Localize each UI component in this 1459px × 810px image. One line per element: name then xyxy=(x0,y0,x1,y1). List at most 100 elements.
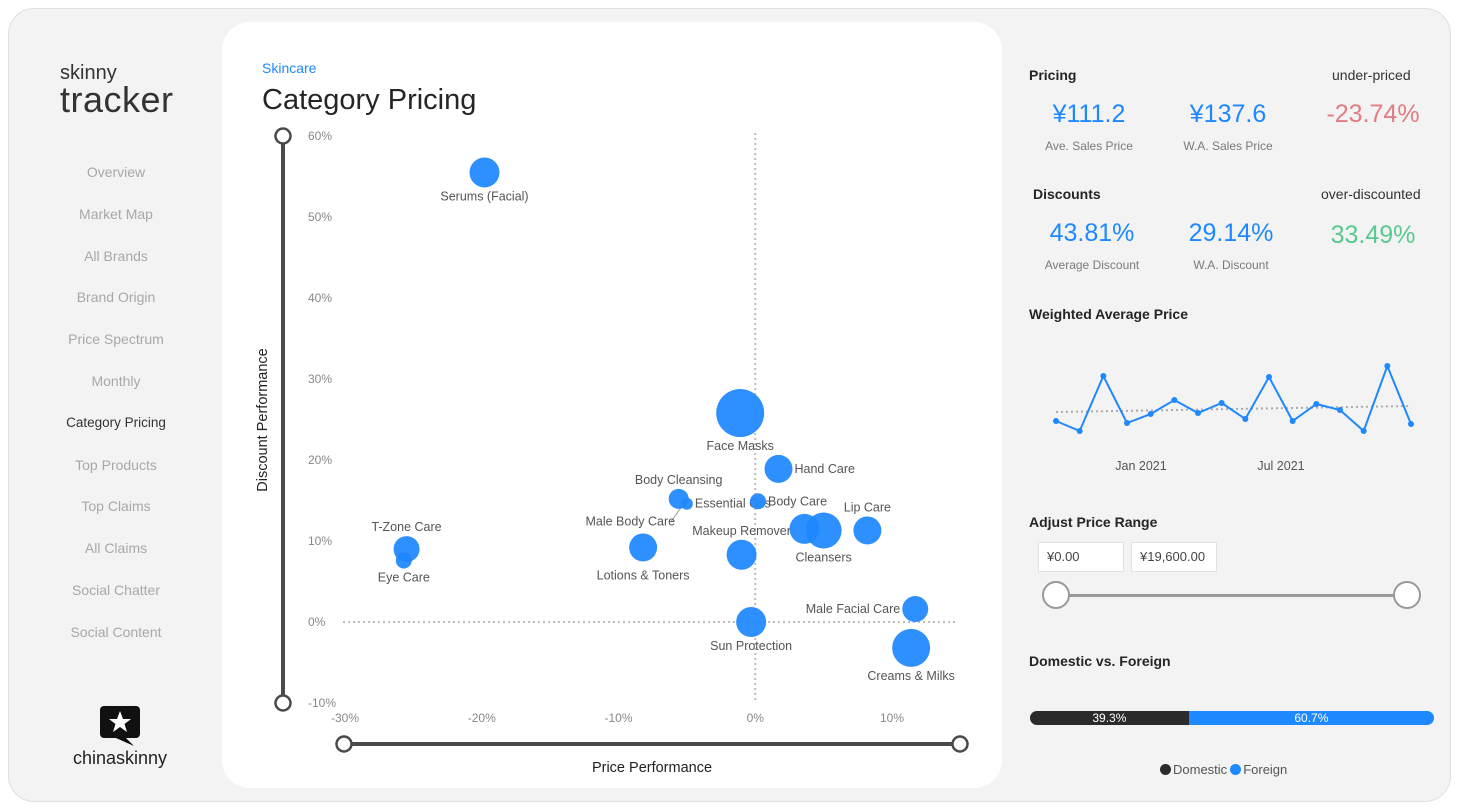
wa-sales-price-value: ¥137.6 xyxy=(1189,100,1267,128)
x-tick-label: -10% xyxy=(604,711,632,725)
bubble-point[interactable] xyxy=(736,607,767,637)
discount-performance-value: 33.49% xyxy=(1330,221,1416,249)
app-logo[interactable]: skinny tracker xyxy=(60,62,174,120)
bubble-label: Creams & Milks xyxy=(867,669,955,683)
wap-point[interactable] xyxy=(1171,397,1178,403)
bubble-point[interactable] xyxy=(629,533,658,562)
nav-item-brand-origin[interactable]: Brand Origin xyxy=(76,289,156,306)
wap-point[interactable] xyxy=(1337,407,1343,413)
bubble-point[interactable] xyxy=(680,497,693,510)
bubble-point[interactable] xyxy=(469,157,500,188)
breadcrumb[interactable]: Skincare xyxy=(262,60,317,76)
price-max-input[interactable]: ¥19,600.00 xyxy=(1131,542,1217,572)
wap-point[interactable] xyxy=(1266,374,1272,380)
bubble-point[interactable] xyxy=(902,596,929,623)
logo-line1: skinny xyxy=(60,62,117,84)
y-range-bottom-handle[interactable] xyxy=(274,694,292,712)
wap-point[interactable] xyxy=(1195,410,1201,416)
brand-logo[interactable]: chinaskinny xyxy=(60,702,180,769)
wa-discount-value: 29.14% xyxy=(1188,219,1274,247)
bubble-point[interactable] xyxy=(789,513,820,544)
wap-point[interactable] xyxy=(1242,416,1249,422)
wa-discount-label: W.A. Discount xyxy=(1193,258,1269,272)
wap-point[interactable] xyxy=(1124,420,1130,426)
legend-item-foreign[interactable]: Foreign xyxy=(1230,762,1287,777)
avg-sales-price-label: Ave. Sales Price xyxy=(1045,139,1133,153)
price-performance-value: -23.74% xyxy=(1326,100,1420,128)
y-axis-title: Discount Performance xyxy=(255,348,271,491)
nav-item-market-map[interactable]: Market Map xyxy=(79,205,153,222)
y-tick-label: 40% xyxy=(308,291,332,305)
pricing-header: Pricing xyxy=(1029,67,1077,83)
price-min-input[interactable]: ¥0.00 xyxy=(1038,542,1124,572)
scatter-chart: 60%50%40%30%20%10%0%-10%-30% -20% -10% 0% 10… xyxy=(255,127,969,776)
wap-header: Weighted Average Price xyxy=(1029,306,1188,322)
nav-item-social-content[interactable]: Social Content xyxy=(70,623,162,640)
bubble-label: Eye Care xyxy=(378,570,430,584)
wap-point[interactable] xyxy=(1384,363,1391,369)
bubble-point[interactable] xyxy=(853,516,882,545)
discounts-header: Discounts xyxy=(1033,186,1101,202)
y-tick-label: -10% xyxy=(308,696,336,710)
bubble-point[interactable] xyxy=(892,628,931,667)
nav-item-all-claims[interactable]: All Claims xyxy=(84,540,148,557)
sidebar-nav: Overview Market Map All Brands Brand Ori… xyxy=(20,160,212,662)
x-tick-label: 10% xyxy=(880,711,904,725)
page-title: Category Pricing xyxy=(262,84,477,116)
nav-item-category-pricing[interactable]: Category Pricing xyxy=(66,414,166,430)
legend-item-domestic[interactable]: Domestic xyxy=(1160,762,1227,777)
wap-trend-line xyxy=(1055,405,1412,413)
x-range-left-handle[interactable] xyxy=(335,735,353,753)
wap-x-label: Jul 2021 xyxy=(1257,459,1304,473)
bubble-label: Face Masks xyxy=(707,439,774,453)
nav-item-price-spectrum[interactable]: Price Spectrum xyxy=(68,331,164,348)
price-range-min-handle[interactable] xyxy=(1042,581,1070,609)
bubble-label: Body Cleansing xyxy=(635,473,723,487)
wap-point[interactable] xyxy=(1076,428,1083,434)
nav-item-all-brands[interactable]: All Brands xyxy=(84,247,148,264)
price-range-max-handle[interactable] xyxy=(1393,581,1421,609)
wap-point[interactable] xyxy=(1147,411,1154,417)
wap-point[interactable] xyxy=(1408,421,1414,427)
nav-item-social-chatter[interactable]: Social Chatter xyxy=(72,581,160,598)
avg-sales-price-value: ¥111.2 xyxy=(1052,100,1126,128)
wap-point[interactable] xyxy=(1053,418,1059,424)
bubble-label: Male Facial Care xyxy=(806,602,901,616)
bubble-point[interactable] xyxy=(749,493,766,510)
wap-point[interactable] xyxy=(1360,428,1367,434)
wa-sales-price-label: W.A. Sales Price xyxy=(1183,139,1273,153)
bubble-point[interactable] xyxy=(395,552,412,569)
foreign-segment[interactable]: 60.7% xyxy=(1188,711,1434,725)
bubble-point[interactable] xyxy=(716,389,765,438)
wap-point[interactable] xyxy=(1100,373,1107,379)
x-tick-label: -30% xyxy=(331,711,359,725)
bubble-label: T-Zone Care xyxy=(371,520,441,534)
wap-point[interactable] xyxy=(1218,400,1225,406)
bubble-label: Sun Protection xyxy=(710,639,792,653)
bubble-label: Lip Care xyxy=(844,500,891,514)
nav-item-overview[interactable]: Overview xyxy=(86,164,146,180)
logo-line2: tracker xyxy=(60,79,174,120)
wap-point[interactable] xyxy=(1289,418,1296,424)
legend-label-domestic: Domestic xyxy=(1173,762,1228,777)
bubble-label: Body Care xyxy=(768,494,827,508)
wap-x-label: Jan 2021 xyxy=(1115,459,1166,473)
x-range-right-handle[interactable] xyxy=(951,735,969,753)
price-range-slider-track[interactable] xyxy=(1056,594,1406,597)
bubble-point[interactable] xyxy=(726,539,757,570)
dom-foreign-bar: 39.3% 60.7% xyxy=(1030,711,1434,725)
bubble-label: Serums (Facial) xyxy=(440,189,528,203)
wap-line-chart: Jan 2021 Jul 2021 xyxy=(1053,363,1414,473)
x-tick-label: 0% xyxy=(747,711,765,725)
nav-item-monthly[interactable]: Monthly xyxy=(91,372,141,389)
x-tick-label: -20% xyxy=(468,711,496,725)
bubble-point[interactable] xyxy=(764,454,793,483)
nav-item-top-claims[interactable]: Top Claims xyxy=(81,498,151,515)
discounts-note: over-discounted xyxy=(1321,186,1421,202)
x-axis-title: Price Performance xyxy=(592,760,712,776)
wap-point[interactable] xyxy=(1313,401,1320,407)
nav-item-top-products[interactable]: Top Products xyxy=(75,456,157,473)
bubble-label: Makeup Remover xyxy=(692,524,791,538)
domestic-segment[interactable]: 39.3% xyxy=(1030,711,1189,725)
y-range-top-handle[interactable] xyxy=(274,127,292,145)
